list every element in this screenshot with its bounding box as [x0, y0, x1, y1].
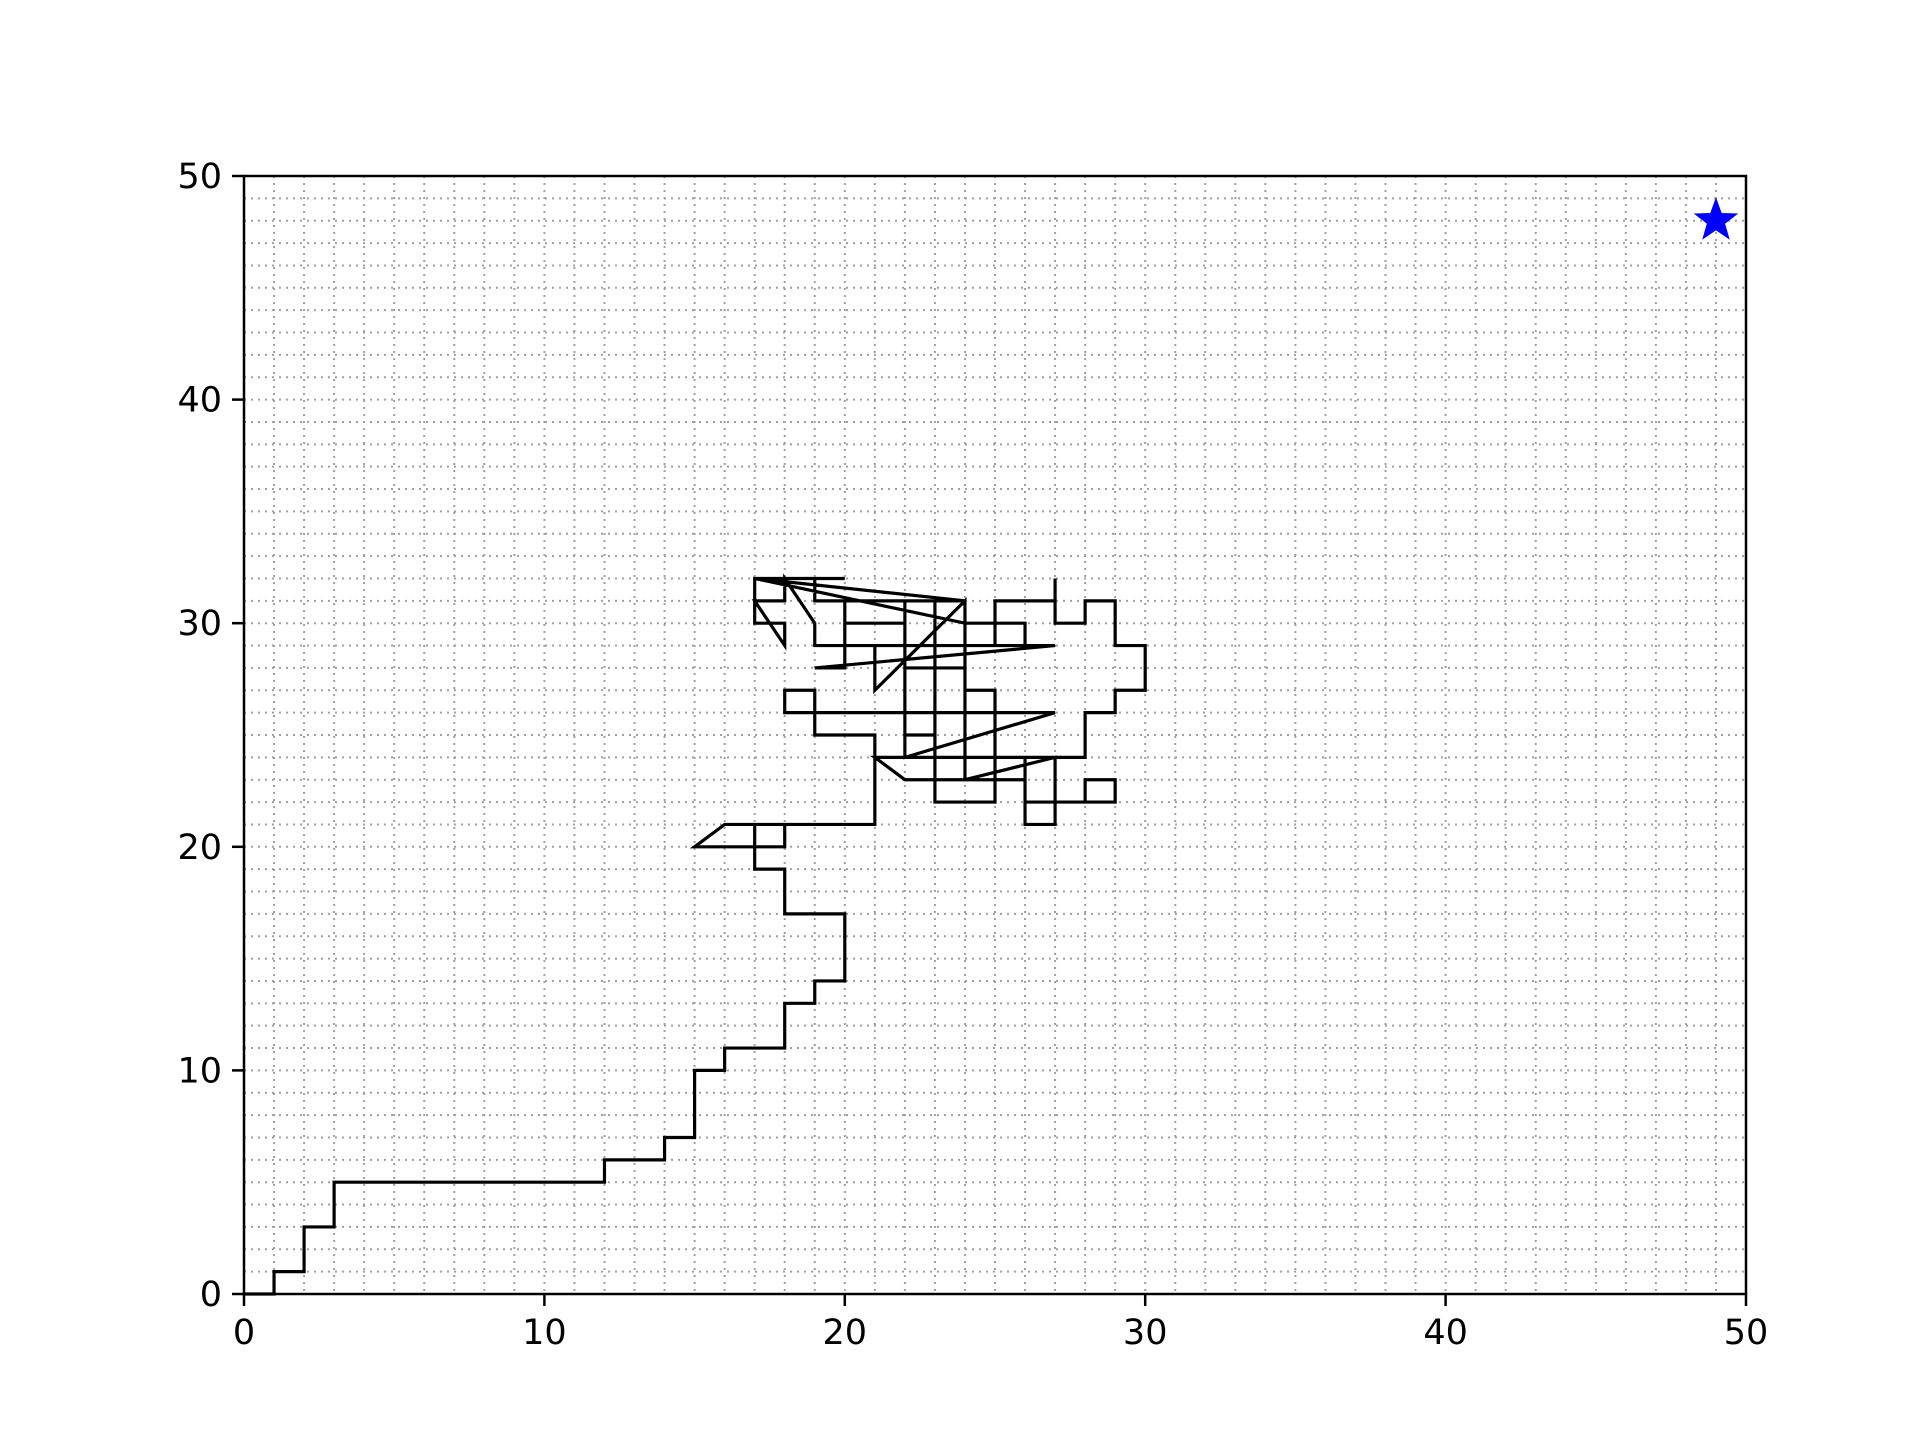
y-tick-label: 30	[177, 604, 222, 644]
x-tick-label: 40	[1423, 1313, 1468, 1353]
x-tick-label: 50	[1724, 1313, 1769, 1353]
goal-star-marker	[1693, 197, 1739, 240]
y-tick-label: 50	[177, 157, 222, 197]
y-tick-label: 10	[177, 1051, 222, 1091]
x-axis: 0 10 20 30 40 50	[233, 1294, 1768, 1353]
x-tick-label: 20	[823, 1313, 868, 1353]
x-tick-label: 10	[522, 1313, 567, 1353]
y-axis: 0 10 20 30 40 50	[177, 157, 244, 1315]
x-tick-label: 30	[1123, 1313, 1168, 1353]
y-tick-label: 20	[177, 828, 222, 868]
walk-path	[242, 573, 1147, 1296]
axes-frame	[242, 174, 1748, 1296]
series-layer	[242, 197, 1739, 1296]
x-tick-label: 0	[233, 1313, 255, 1353]
y-tick-label: 40	[177, 381, 222, 421]
y-tick-label: 0	[200, 1275, 222, 1315]
grid	[244, 176, 1746, 1294]
